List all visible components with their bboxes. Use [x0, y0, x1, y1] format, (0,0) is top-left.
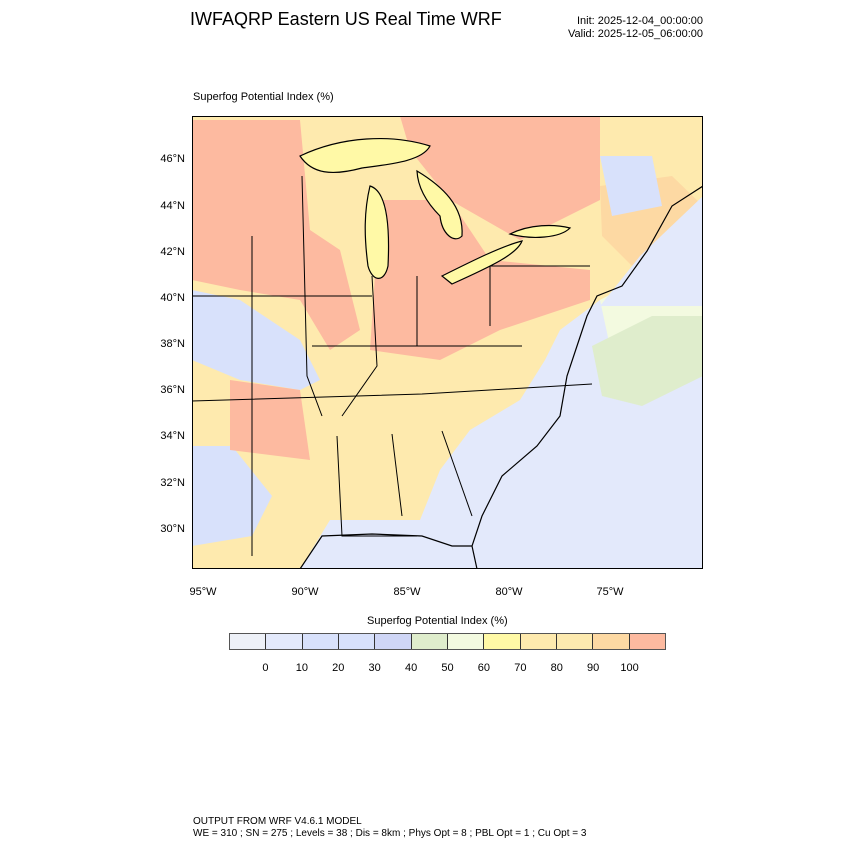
coastline — [299, 185, 703, 569]
lon-label: 85°W — [393, 586, 421, 598]
lat-label: 36°N — [160, 384, 185, 396]
lake-superior — [299, 137, 431, 174]
colorbar-label: 30 — [368, 662, 381, 674]
lon-label: 90°W — [291, 586, 319, 598]
footer-config: WE = 310 ; SN = 275 ; Levels = 38 ; Dis … — [193, 828, 587, 839]
colorbar-label: 90 — [587, 662, 600, 674]
colorbar-label: 20 — [332, 662, 345, 674]
colorbar-label: 100 — [620, 662, 639, 674]
region-north-blue — [600, 156, 662, 216]
colorbar-label: 70 — [514, 662, 527, 674]
lat-label: 46°N — [160, 153, 185, 165]
time-info: Init: 2025-12-04_00:00:00 Valid: 2025-12… — [568, 15, 703, 41]
valid-time: Valid: 2025-12-05_06:00:00 — [568, 28, 703, 40]
init-time: Init: 2025-12-04_00:00:00 — [577, 15, 703, 27]
colorbar-swatch — [556, 634, 594, 649]
lat-label: 34°N — [160, 430, 185, 442]
lake-ontario — [508, 224, 572, 238]
colorbar-swatch — [302, 634, 339, 649]
colorbar-swatch — [447, 634, 485, 649]
footer-model: OUTPUT FROM WRF V4.6.1 MODEL — [193, 816, 362, 827]
colorbar-label: 0 — [262, 662, 269, 674]
footer: OUTPUT FROM WRF V4.6.1 MODEL WE = 310 ; … — [193, 816, 586, 840]
colorbar-title: Superfog Potential Index (%) — [367, 615, 508, 627]
lake-erie — [440, 240, 523, 285]
region-arkansas-high — [230, 380, 310, 460]
region-ne-offshore-blue — [600, 196, 703, 306]
colorbar — [229, 633, 666, 650]
colorbar-label: 50 — [441, 662, 454, 674]
colorbar-swatch — [593, 634, 630, 649]
lon-label: 75°W — [596, 586, 624, 598]
colorbar-swatch — [629, 634, 665, 649]
region-upper-midwest-high — [192, 120, 360, 350]
lon-label: 95°W — [189, 586, 217, 598]
state-borders — [192, 175, 593, 556]
lake-michigan — [364, 185, 390, 279]
lat-label: 32°N — [160, 477, 185, 489]
map-frame — [192, 116, 703, 569]
colorbar-label: 10 — [295, 662, 308, 674]
region-canada-high — [400, 116, 600, 240]
lat-label: 40°N — [160, 292, 185, 304]
region-coastal-green — [592, 316, 703, 406]
plot-title: IWFAQRP Eastern US Real Time WRF — [190, 9, 502, 29]
colorbar-label: 60 — [477, 662, 491, 674]
lake-huron — [416, 169, 463, 240]
colorbar-swatch — [266, 634, 303, 649]
field-title: Superfog Potential Index (%) — [193, 91, 334, 103]
region-ohio-valley-high — [370, 200, 590, 360]
colorbar-swatch — [230, 634, 267, 649]
colorbar-label: 40 — [404, 662, 418, 674]
lat-label: 30°N — [160, 523, 185, 535]
colorbar-swatch — [375, 634, 412, 649]
lat-label: 38°N — [160, 338, 185, 350]
region-west-blue — [192, 290, 320, 390]
colorbar-label: 80 — [550, 662, 563, 674]
superfog-map — [192, 116, 703, 569]
colorbar-swatch — [338, 634, 376, 649]
colorbar-swatch — [484, 634, 521, 649]
colorbar-swatch — [411, 634, 448, 649]
colorbar-swatch — [520, 634, 557, 649]
lat-label: 42°N — [160, 246, 185, 258]
lat-label: 44°N — [160, 200, 185, 212]
lon-label: 80°W — [495, 586, 523, 598]
